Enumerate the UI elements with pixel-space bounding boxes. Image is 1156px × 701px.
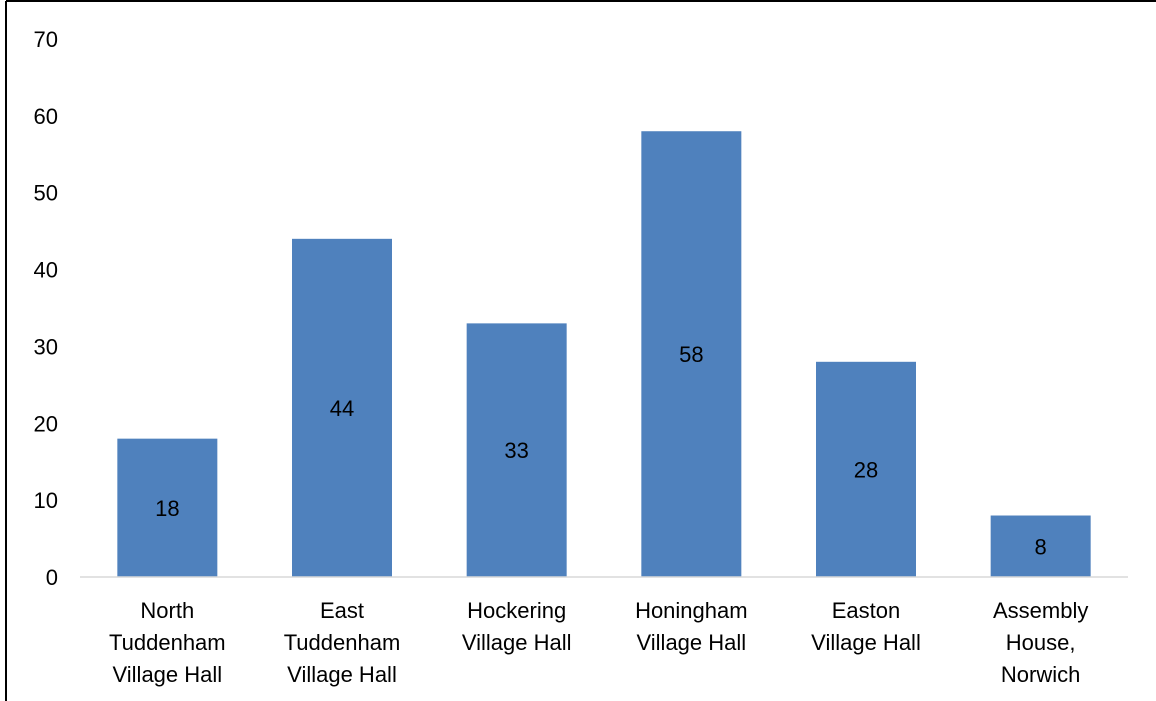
x-tick-label-line: North (140, 598, 194, 623)
y-tick-label: 60 (34, 104, 58, 129)
x-tick-label-line: Village Hall (637, 630, 747, 655)
x-tick-label: Assembly House, Norwich (993, 598, 1088, 687)
x-tick-label-line: Village Hall (287, 662, 397, 687)
x-tick-label-line: Tuddenham (284, 630, 401, 655)
bar-data-label: 33 (504, 438, 528, 463)
x-tick-label-line: Hockering (467, 598, 566, 623)
y-tick-label: 30 (34, 334, 58, 359)
bar-data-label: 44 (330, 396, 354, 421)
x-tick-label-line: Easton (832, 598, 901, 623)
bar (292, 238, 392, 578)
bar (117, 438, 218, 577)
bar-data-label: 18 (155, 496, 179, 521)
x-tick-label: East Tuddenham Village Hall (284, 598, 401, 687)
bar-data-label: 8 (1035, 534, 1047, 559)
y-tick-label: 70 (34, 27, 58, 52)
bar (641, 131, 742, 577)
x-tick-label: Hockering Village Hall (462, 598, 572, 655)
x-tick-label-line: East (320, 598, 364, 623)
y-tick-label: 40 (34, 258, 58, 283)
bar (990, 515, 1091, 577)
x-tick-label: Easton Village Hall (811, 598, 921, 655)
x-axis-category-labels: North Tuddenham Village Hall East Tuddenham V… (109, 598, 1088, 687)
bar (466, 323, 567, 577)
y-tick-label: 10 (34, 488, 58, 513)
y-tick-label: 20 (34, 411, 58, 436)
x-tick-label-line: Village Hall (462, 630, 572, 655)
bars (117, 131, 1091, 578)
data-labels: 18 44 33 58 28 8 (155, 342, 1047, 559)
x-tick-label-line: Tuddenham (109, 630, 226, 655)
x-tick-label: North Tuddenham Village Hall (109, 598, 226, 687)
x-tick-label-line: House, (1006, 630, 1076, 655)
bar (816, 361, 916, 577)
y-tick-label: 50 (34, 181, 58, 206)
x-tick-label-line: Norwich (1001, 662, 1080, 687)
bar-data-label: 58 (679, 342, 703, 367)
x-tick-label-line: Village Hall (113, 662, 223, 687)
y-axis-ticks: 0 10 20 30 40 50 60 70 (34, 27, 58, 590)
x-tick-label-line: Assembly (993, 598, 1088, 623)
x-tick-label-line: Village Hall (811, 630, 921, 655)
bar-data-label: 28 (854, 457, 878, 482)
x-tick-label-line: Honingham (635, 598, 748, 623)
x-tick-label: Honingham Village Hall (635, 598, 748, 655)
y-tick-label: 0 (46, 565, 58, 590)
